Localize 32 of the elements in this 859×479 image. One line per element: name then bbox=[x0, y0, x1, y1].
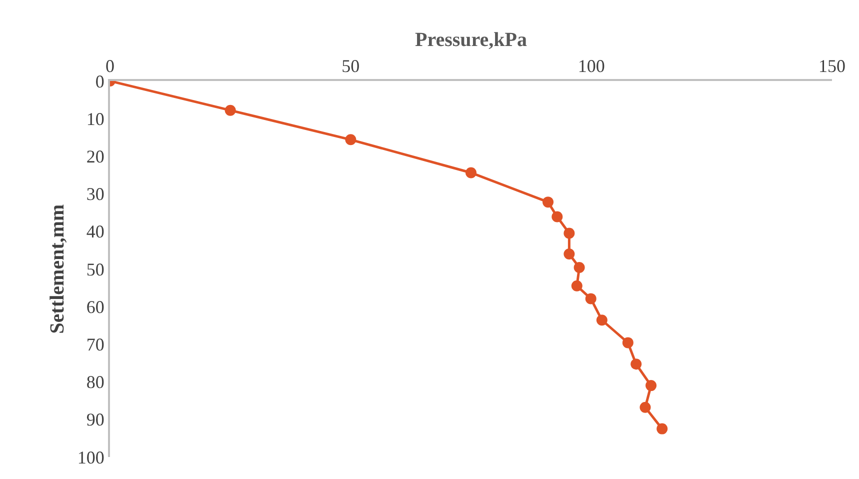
y-tick-label: 70 bbox=[86, 334, 104, 354]
point bbox=[542, 196, 554, 208]
x-tick-label: 150 bbox=[818, 56, 846, 76]
point bbox=[552, 211, 563, 222]
y-tick-label: 60 bbox=[86, 296, 104, 317]
y-tick-label: 100 bbox=[77, 447, 104, 468]
point bbox=[564, 248, 575, 260]
y-tick-label: 80 bbox=[86, 372, 104, 392]
y-tick-label: 30 bbox=[86, 184, 104, 204]
y-tick-label: 90 bbox=[86, 410, 104, 430]
y-tick-label: 0 bbox=[95, 71, 104, 92]
point bbox=[224, 104, 236, 116]
x-axis-title: Pressure,kPa bbox=[414, 28, 528, 51]
point bbox=[596, 314, 608, 326]
point bbox=[585, 293, 596, 304]
point bbox=[571, 280, 582, 292]
point bbox=[640, 402, 651, 413]
y-tick-label: 20 bbox=[86, 146, 104, 166]
y-tick-label: 40 bbox=[86, 222, 104, 242]
point bbox=[466, 167, 476, 178]
y-axis-title: Settlement,mm bbox=[46, 204, 68, 334]
point bbox=[564, 228, 575, 239]
y-tick-label: 10 bbox=[86, 108, 104, 129]
point bbox=[630, 358, 642, 370]
point bbox=[646, 380, 657, 392]
y-tick-label: 50 bbox=[86, 259, 104, 280]
point bbox=[622, 337, 634, 348]
point bbox=[345, 134, 356, 146]
point bbox=[656, 423, 668, 434]
x-tick-label: 100 bbox=[578, 56, 605, 76]
point bbox=[574, 262, 585, 273]
x-tick-label: 50 bbox=[342, 56, 360, 76]
